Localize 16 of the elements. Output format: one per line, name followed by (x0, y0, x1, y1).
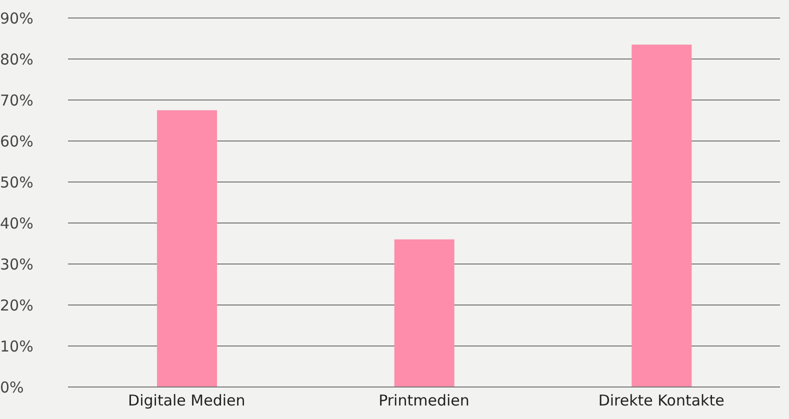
y-tick-label: 0% (0, 378, 24, 396)
bar (157, 110, 217, 387)
y-tick-label: 10% (0, 337, 34, 356)
y-tick-label: 90% (0, 9, 34, 28)
y-tick-label: 30% (0, 255, 34, 274)
bar (632, 44, 692, 387)
x-tick-label: Printmedien (378, 392, 470, 410)
x-tick-label: Direkte Kontakte (598, 392, 724, 410)
y-tick-label: 60% (0, 132, 34, 150)
y-tick-label: 50% (0, 173, 34, 192)
y-tick-label: 80% (0, 50, 34, 68)
x-tick-label: Digitale Medien (128, 392, 246, 410)
y-tick-label: 70% (0, 91, 34, 110)
y-tick-label: 20% (0, 296, 34, 314)
y-tick-label: 40% (0, 214, 34, 232)
bar (394, 239, 454, 387)
